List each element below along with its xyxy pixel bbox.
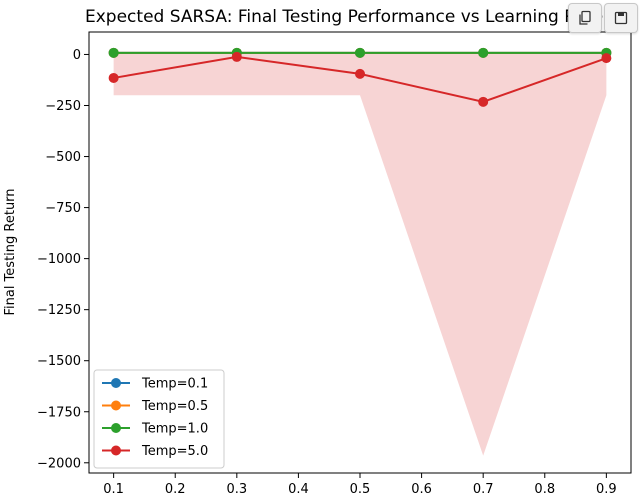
y-axis: 0 −250 −500 −750 −1000 −1250 −1500 −1750 −2000 [37,48,89,471]
confidence-band-layer [113,52,607,456]
y-tick-label: −1000 [37,252,81,267]
x-tick-label: 0.5 [350,482,371,497]
data-point [478,96,489,107]
legend-marker [111,445,121,456]
save-button[interactable] [604,3,638,33]
legend-entry: Temp=1.0 [102,422,208,437]
confidence-band-3 [113,52,607,456]
x-tick-label: 0.3 [226,482,247,497]
data-point [601,53,612,64]
x-tick-label: 0.4 [288,482,309,497]
series-layer [108,47,612,107]
y-tick-label: −750 [45,201,81,216]
data-point [478,47,489,58]
data-point [108,47,119,58]
x-tick-label: 0.1 [103,482,124,497]
data-point [231,51,242,62]
legend: Temp=0.1 Temp=0.5 Temp=1.0 Temp=5.0 [93,369,225,469]
chart-title: Expected SARSA: Final Testing Performanc… [85,7,603,27]
legend-entry: Temp=5.0 [102,444,208,459]
x-tick-label: 0.9 [596,482,617,497]
x-tick-label: 0.6 [411,482,432,497]
y-tick-label: 0 [73,48,81,63]
series-3 [108,51,612,107]
legend-label: Temp=1.0 [141,422,208,437]
y-axis-label: Final Testing Return [3,188,18,315]
y-tick-label: −1250 [37,303,81,318]
legend-label: Temp=0.1 [141,377,208,392]
copy-button[interactable] [568,3,602,33]
data-point [355,47,365,58]
y-tick-label: −1500 [37,354,81,369]
y-tick-label: −250 [45,99,81,114]
y-tick-label: −2000 [37,456,81,471]
save-icon [614,11,628,25]
legend-entry: Temp=0.5 [102,399,208,414]
x-tick-label: 0.7 [473,482,494,497]
legend-marker [111,378,121,388]
x-tick-label: 0.8 [534,482,555,497]
legend-label: Temp=5.0 [141,444,208,459]
data-point [108,72,119,83]
legend-label: Temp=0.5 [141,399,208,414]
copy-icon [579,10,591,25]
x-axis: 0.1 0.2 0.3 0.4 0.5 0.6 0.7 0.8 0.9 [103,473,617,497]
y-tick-label: −500 [45,150,81,165]
legend-entry: Temp=0.1 [102,377,208,392]
data-point [355,68,365,79]
x-tick-label: 0.2 [165,482,186,497]
legend-marker [111,400,121,411]
legend-frame [93,369,225,469]
y-tick-label: −1750 [37,405,81,420]
legend-marker [111,423,121,433]
